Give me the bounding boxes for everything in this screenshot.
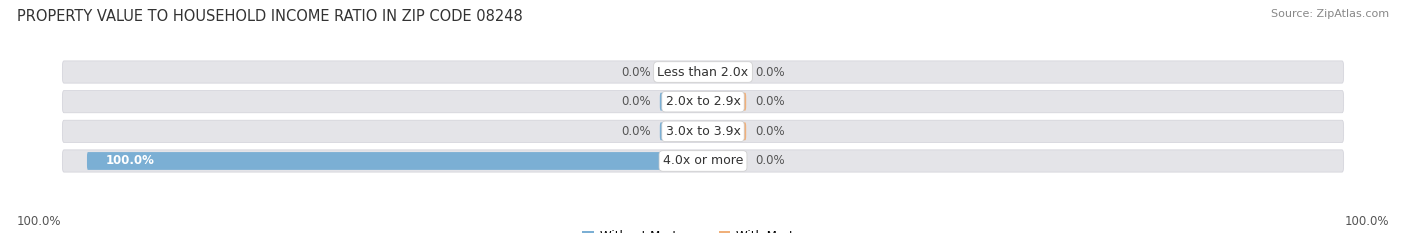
- Text: Less than 2.0x: Less than 2.0x: [658, 65, 748, 79]
- Text: 2.0x to 2.9x: 2.0x to 2.9x: [665, 95, 741, 108]
- FancyBboxPatch shape: [62, 61, 1344, 83]
- FancyBboxPatch shape: [62, 120, 1344, 142]
- Text: 3.0x to 3.9x: 3.0x to 3.9x: [665, 125, 741, 138]
- Text: 0.0%: 0.0%: [621, 65, 651, 79]
- FancyBboxPatch shape: [703, 152, 747, 170]
- Text: 0.0%: 0.0%: [621, 125, 651, 138]
- Text: Source: ZipAtlas.com: Source: ZipAtlas.com: [1271, 9, 1389, 19]
- Text: 4.0x or more: 4.0x or more: [662, 154, 744, 168]
- FancyBboxPatch shape: [87, 152, 703, 170]
- Text: 0.0%: 0.0%: [755, 125, 785, 138]
- FancyBboxPatch shape: [703, 122, 747, 140]
- FancyBboxPatch shape: [659, 122, 703, 140]
- Legend: Without Mortgage, With Mortgage: Without Mortgage, With Mortgage: [578, 225, 828, 233]
- FancyBboxPatch shape: [703, 93, 747, 111]
- FancyBboxPatch shape: [703, 63, 747, 81]
- Text: 0.0%: 0.0%: [755, 95, 785, 108]
- Text: 100.0%: 100.0%: [105, 154, 155, 168]
- Text: 100.0%: 100.0%: [17, 215, 62, 228]
- Text: 0.0%: 0.0%: [755, 65, 785, 79]
- FancyBboxPatch shape: [659, 63, 703, 81]
- FancyBboxPatch shape: [62, 150, 1344, 172]
- Text: 100.0%: 100.0%: [1344, 215, 1389, 228]
- FancyBboxPatch shape: [659, 93, 703, 111]
- Text: 0.0%: 0.0%: [755, 154, 785, 168]
- Text: PROPERTY VALUE TO HOUSEHOLD INCOME RATIO IN ZIP CODE 08248: PROPERTY VALUE TO HOUSEHOLD INCOME RATIO…: [17, 9, 523, 24]
- Text: 0.0%: 0.0%: [621, 95, 651, 108]
- FancyBboxPatch shape: [62, 91, 1344, 113]
